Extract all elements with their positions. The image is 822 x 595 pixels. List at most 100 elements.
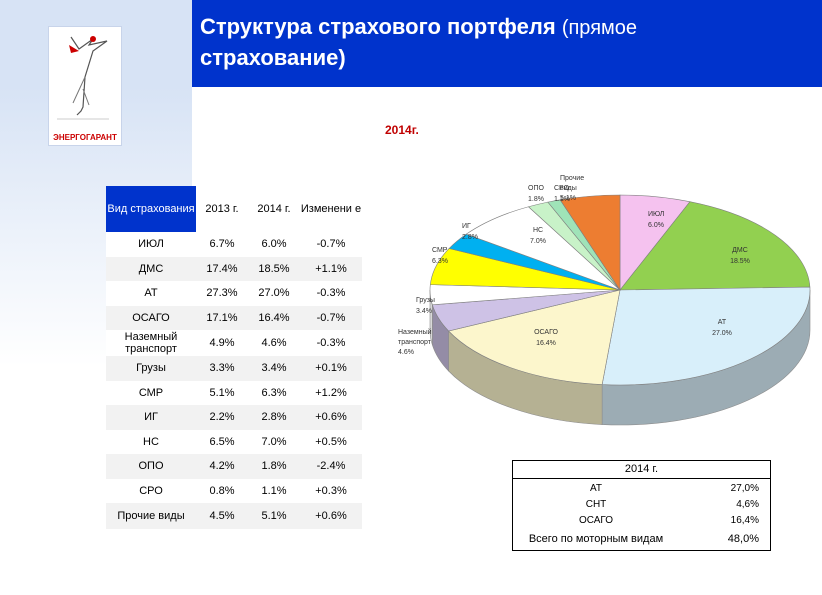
table-row: ИГ 2.2% 2.8% +0.6% bbox=[106, 405, 362, 430]
cell-type: АТ bbox=[144, 287, 158, 300]
title-paren: (прямое bbox=[561, 17, 638, 39]
table-row: ИЮЛ 6.7% 6.0% -0.7% bbox=[106, 232, 362, 257]
pie-label-3: ОСАГО 16.4% bbox=[534, 329, 558, 347]
cell-2013: 4.5% bbox=[196, 503, 248, 529]
pie-slice-3 bbox=[448, 289, 621, 385]
summary-row-label: АТ bbox=[590, 483, 602, 494]
header-type: Вид страхования bbox=[106, 186, 196, 232]
table-row: Грузы 3.3% 3.4% +0.1% bbox=[106, 356, 362, 381]
pie-label-9: ОПО 1.8% bbox=[528, 185, 544, 203]
cell-type: Грузы bbox=[106, 356, 196, 381]
pie-label-8: НС 7.0% bbox=[530, 227, 546, 245]
cell-2014: 6.0% bbox=[261, 238, 287, 251]
cell-type: СМР bbox=[138, 386, 164, 399]
table-row: ОПО 4.2% 1.8% -2.4% bbox=[106, 454, 362, 479]
cell-2014: 4.6% bbox=[261, 337, 287, 349]
logo-figure-icon bbox=[57, 36, 109, 120]
cell-2013: 4.2% bbox=[196, 454, 248, 479]
cell-change: +0.5% bbox=[315, 435, 347, 448]
title-main: Структура страхового портфеля bbox=[200, 14, 556, 39]
cell-type: ИГ bbox=[106, 405, 196, 430]
cell-type: ОПО bbox=[106, 454, 196, 479]
header-change: Изменени е bbox=[300, 202, 362, 215]
portfolio-table: Вид страхования 2013 г. 2014 г. Изменени… bbox=[106, 186, 362, 529]
table-row: Наземный транспорт 4.9% 4.6% -0.3% bbox=[106, 330, 362, 356]
cell-change: +0.1% bbox=[300, 356, 362, 381]
pie-label-5: Грузы 3.4% bbox=[416, 297, 435, 315]
cell-2014: 5.1% bbox=[248, 503, 300, 529]
summary-total-label: Всего по моторным видам bbox=[528, 533, 664, 545]
cell-2013: 17.1% bbox=[196, 305, 248, 330]
cell-2013: 6.5% bbox=[209, 435, 235, 448]
summary-row-value: 16,4% bbox=[730, 515, 759, 526]
summary-year: 2014 г. bbox=[624, 463, 659, 475]
energogarant-logo: ЭНЕРГОГАРАНТ bbox=[48, 26, 122, 146]
pie-labels: ИЮЛ 6.0% ДМС 18.5% АТ 27.0% ОСАГО 16.4% Наземный… bbox=[398, 175, 750, 356]
pie-slice-2 bbox=[601, 286, 811, 386]
header-2014: 2014 г. bbox=[257, 202, 291, 215]
cell-change: -0.7% bbox=[316, 238, 346, 251]
cell-change: +0.3% bbox=[315, 484, 347, 497]
pie-label-0: ИЮЛ 6.0% bbox=[648, 211, 665, 229]
table-row: СРО 0.8% 1.1% +0.3% bbox=[106, 479, 362, 504]
summary-row-value: 27,0% bbox=[730, 483, 759, 494]
pie-label-11: Прочие виды 5.1% bbox=[560, 175, 584, 202]
cell-2014: 7.0% bbox=[261, 435, 287, 448]
table-row: НС 6.5% 7.0% +0.5% bbox=[106, 430, 362, 455]
cell-type: ОСАГО bbox=[106, 305, 196, 330]
title-line2: страхование) bbox=[200, 45, 346, 70]
pie-slice-11 bbox=[559, 194, 621, 291]
cell-2014: 3.4% bbox=[248, 356, 300, 381]
pie-label-10: СРО 1.1% bbox=[554, 185, 570, 203]
summary-table: 2014 г. АТ 27,0% СНТ 4,6% ОСАГО 16,4% Вс… bbox=[512, 460, 771, 551]
year-label: 2014г. bbox=[385, 123, 419, 137]
pie-label-6: СМР 6.3% bbox=[432, 247, 448, 265]
table-header-row: Вид страхования 2013 г. 2014 г. Изменени… bbox=[106, 186, 362, 232]
table-row: СМР 5.1% 6.3% +1.2% bbox=[106, 381, 362, 406]
cell-change: +0.6% bbox=[300, 503, 362, 529]
summary-row-value: 4,6% bbox=[736, 499, 759, 510]
table-row: ОСАГО 17.1% 16.4% -0.7% bbox=[106, 305, 362, 330]
cell-2014: 18.5% bbox=[248, 256, 300, 281]
summary-divider bbox=[513, 478, 770, 479]
cell-2013: 6.7% bbox=[209, 238, 235, 251]
cell-change: +1.1% bbox=[300, 256, 362, 281]
cell-change: -2.4% bbox=[300, 454, 362, 479]
pie-slice-1 bbox=[619, 201, 811, 291]
cell-change: +0.6% bbox=[300, 405, 362, 430]
pie-label-7: ИГ 2.8% bbox=[462, 223, 478, 241]
pie-label-4: Наземный транспорт 4.6% bbox=[398, 328, 432, 356]
cell-2013: 5.1% bbox=[209, 386, 235, 399]
cell-type: НС bbox=[143, 435, 159, 448]
cell-2013: 4.9% bbox=[209, 337, 235, 349]
cell-change: -0.7% bbox=[300, 305, 362, 330]
cell-2014: 1.1% bbox=[261, 484, 287, 497]
cell-2013: 2.2% bbox=[196, 405, 248, 430]
cell-type: ДМС bbox=[106, 256, 196, 281]
cell-2013: 17.4% bbox=[196, 256, 248, 281]
pie-label-1: ДМС 18.5% bbox=[730, 247, 750, 265]
cell-change: -0.3% bbox=[316, 337, 346, 349]
cell-type: Наземный транспорт bbox=[124, 331, 178, 355]
cell-2013: 3.3% bbox=[196, 356, 248, 381]
cell-2013: 27.3% bbox=[206, 287, 238, 300]
summary-row-label: ОСАГО bbox=[578, 515, 614, 526]
cell-type: ИЮЛ bbox=[138, 238, 164, 251]
summary-row-label: СНТ bbox=[585, 499, 607, 510]
header-2013: 2013 г. bbox=[205, 202, 239, 215]
cell-2013: 0.8% bbox=[209, 484, 235, 497]
cell-type: СРО bbox=[139, 484, 163, 497]
table-row: АТ 27.3% 27.0% -0.3% bbox=[106, 281, 362, 306]
cell-2014: 1.8% bbox=[248, 454, 300, 479]
cell-2014: 2.8% bbox=[248, 405, 300, 430]
cell-2014: 16.4% bbox=[248, 305, 300, 330]
cell-change: +1.2% bbox=[315, 386, 347, 399]
pie-label-2: АТ 27.0% bbox=[712, 319, 732, 337]
cell-2014: 27.0% bbox=[258, 287, 290, 300]
page-title: Структура страхового портфеля (прямое ст… bbox=[200, 12, 810, 72]
pie-slices bbox=[429, 194, 811, 386]
cell-2014: 6.3% bbox=[261, 386, 287, 399]
summary-total-value: 48,0% bbox=[727, 533, 759, 545]
logo-text: ЭНЕРГОГАРАНТ bbox=[53, 133, 117, 142]
